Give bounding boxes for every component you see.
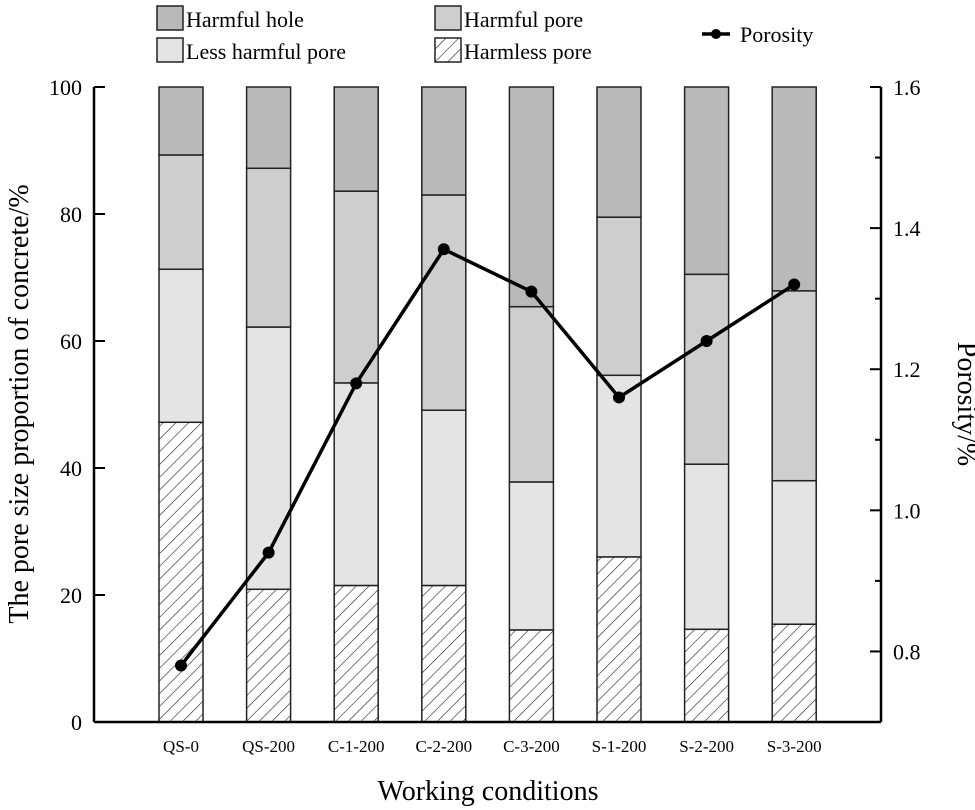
legend-swatch — [156, 37, 184, 63]
porosity-point — [700, 335, 713, 347]
bar-segment — [683, 628, 730, 723]
bar-C-2-200 — [421, 86, 467, 723]
bar-segment — [421, 409, 467, 587]
bar-segment — [421, 86, 467, 196]
y-tick-label: 100 — [49, 75, 82, 100]
y-right-tick-label: 0.8 — [893, 639, 921, 664]
stacked-bars — [158, 86, 817, 723]
bar-S-1-200 — [596, 86, 642, 723]
bar-segment — [158, 421, 204, 723]
porosity-point — [613, 391, 625, 404]
bar-C-3-200 — [508, 86, 555, 723]
svg-text:Harmful hole: Harmful hole — [186, 7, 304, 32]
bar-segment — [245, 588, 292, 723]
bar-QS-200 — [245, 86, 292, 723]
y-tick-label: 80 — [60, 202, 82, 227]
bar-S-2-200 — [683, 86, 730, 723]
svg-text:Harmful pore: Harmful pore — [464, 7, 583, 32]
bar-segment — [245, 167, 292, 328]
y-axis-title: The pore size proportion of concrete/% — [4, 184, 35, 623]
y-right-tick-label: 1.0 — [893, 498, 921, 523]
bar-segment — [596, 86, 642, 218]
y-axis-right-title: Porosity/% — [951, 342, 975, 466]
legend-swatch — [434, 37, 462, 63]
bar-segment — [508, 481, 555, 631]
x-tick-label: QS-0 — [163, 737, 199, 756]
x-tick-label: S-3-200 — [767, 737, 822, 756]
legend-swatch — [434, 5, 462, 31]
svg-text:Porosity: Porosity — [740, 22, 813, 47]
legend-item: Harmless pore — [434, 37, 592, 64]
legend-swatch — [156, 5, 184, 31]
axes: 0 20 40 60 80 100 0.8 1.0 1.2 1.4 1.6 QS-0 QS-200 C-1… — [49, 75, 921, 756]
legend-item: Harmful hole — [156, 5, 304, 32]
x-tick-label: C-1-200 — [328, 737, 385, 756]
bar-segment — [508, 305, 555, 483]
svg-text:Less harmful pore: Less harmful pore — [186, 39, 346, 64]
bar-segment — [245, 86, 292, 170]
porosity-point — [350, 377, 363, 390]
bar-segment — [683, 463, 730, 631]
bar-segment — [771, 479, 817, 625]
bar-segment — [421, 584, 467, 723]
bar-segment — [683, 86, 730, 276]
bar-segment — [333, 190, 379, 384]
y-right-tick-label: 1.4 — [893, 216, 921, 241]
bar-segment — [683, 273, 730, 465]
bar-C-1-200 — [333, 86, 379, 723]
bar-segment — [333, 584, 379, 723]
porosity-line — [175, 243, 801, 672]
svg-text:Harmless pore: Harmless pore — [464, 39, 592, 64]
bar-segment — [158, 154, 204, 270]
bar-segment — [508, 629, 555, 723]
bar-segment — [158, 86, 204, 156]
bar-S-3-200 — [771, 86, 817, 723]
legend: Harmful hole Less harmful pore Harmful por… — [156, 5, 813, 64]
y-tick-label: 20 — [60, 583, 82, 608]
y-tick-label: 60 — [60, 329, 82, 354]
x-tick-label: QS-200 — [242, 737, 295, 756]
x-tick-label: S-1-200 — [592, 737, 647, 756]
y-right-tick-label: 1.2 — [893, 357, 921, 382]
porosity-point — [175, 659, 187, 672]
porosity-point — [525, 285, 538, 298]
legend-item: Less harmful pore — [156, 37, 346, 64]
y-tick-label: 40 — [60, 456, 82, 481]
x-tick-label: C-3-200 — [503, 737, 560, 756]
bar-segment — [596, 216, 642, 377]
x-axis-title: Working conditions — [378, 776, 599, 807]
porosity-point — [262, 546, 275, 559]
x-tick-label: S-2-200 — [679, 737, 734, 756]
legend-item-porosity: Porosity — [702, 22, 813, 47]
bar-segment — [508, 86, 555, 308]
bar-segment — [771, 290, 817, 482]
bar-segment — [333, 382, 379, 587]
bar-segment — [596, 556, 642, 723]
legend-item: Harmful pore — [434, 5, 583, 32]
y-right-tick-label: 1.6 — [893, 75, 921, 100]
bar-segment — [421, 194, 467, 411]
porosity-point — [437, 243, 450, 256]
bar-segment — [245, 326, 292, 591]
bar-segment — [771, 86, 817, 292]
porosity-point — [788, 278, 801, 291]
bar-segment — [158, 268, 204, 424]
bar-segment — [771, 623, 817, 723]
y-tick-label: 0 — [71, 710, 82, 735]
x-tick-label: C-2-200 — [415, 737, 472, 756]
bar-QS-0 — [158, 86, 204, 723]
bar-segment — [333, 86, 379, 192]
